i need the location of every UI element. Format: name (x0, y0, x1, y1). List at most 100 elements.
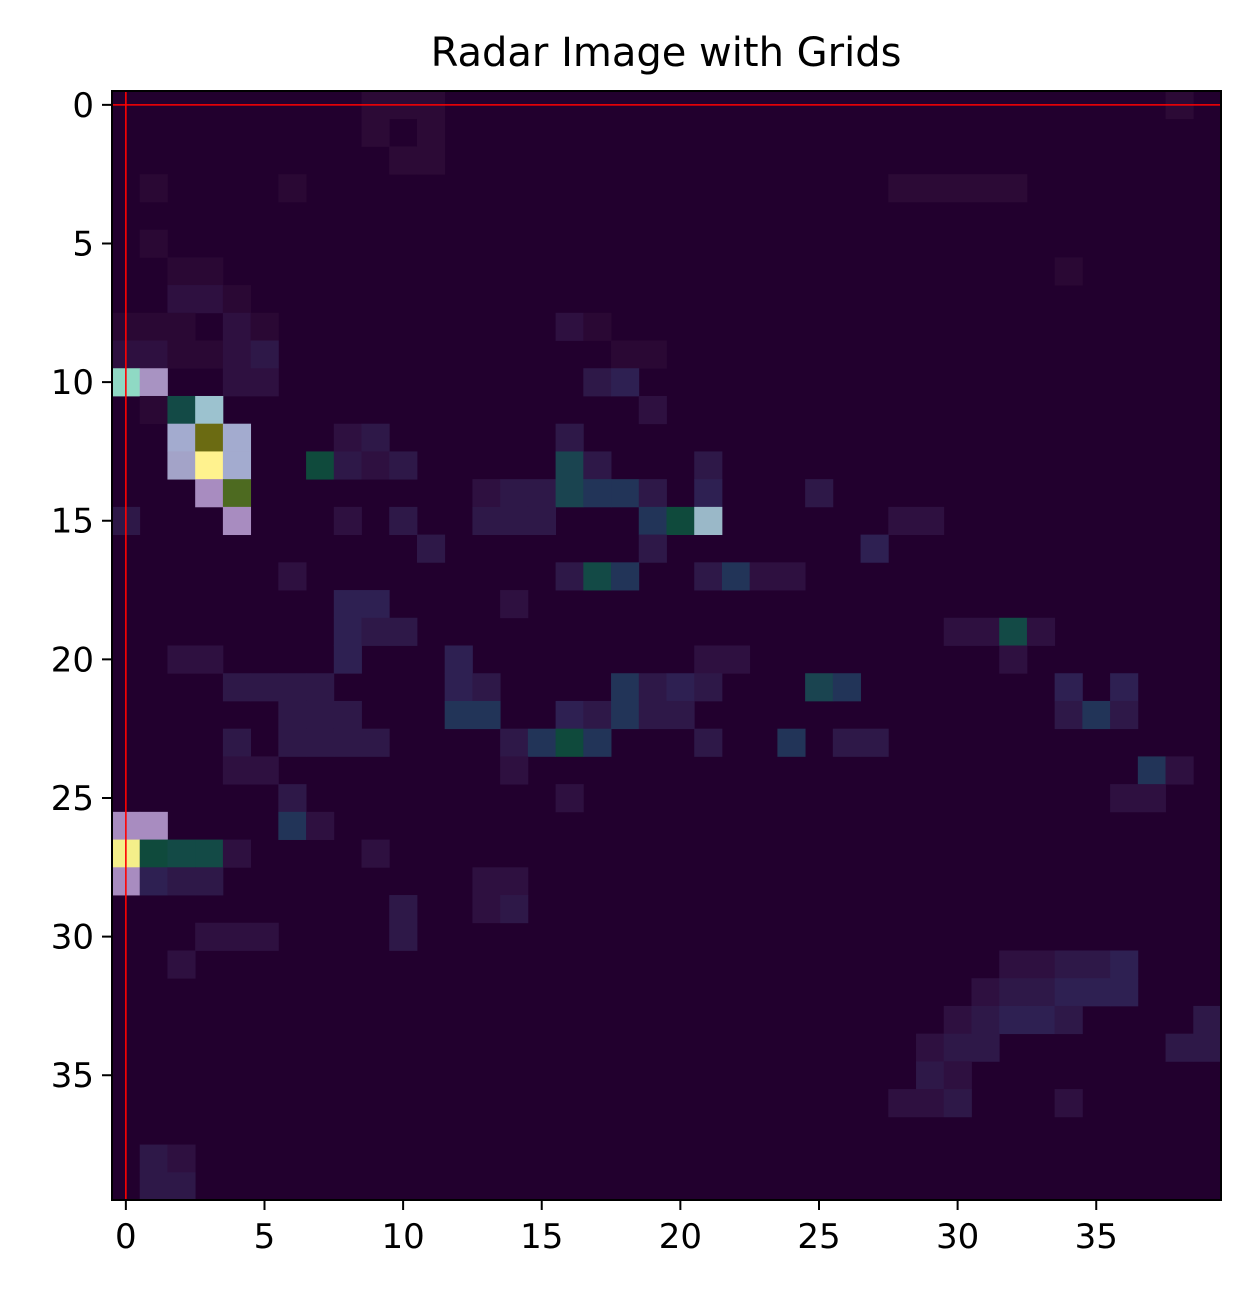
heatmap-cell (555, 784, 584, 813)
heatmap-cell (638, 506, 667, 536)
heatmap-cell (888, 506, 917, 536)
heatmap-cell (333, 728, 362, 757)
grid-lines (112, 91, 1221, 1200)
x-axis-ticks: 0 5 10 15 20 25 30 35 (115, 1200, 1118, 1257)
heatmap-cell (916, 1089, 945, 1118)
heatmap-cell (832, 728, 861, 757)
heatmap-cell (860, 728, 889, 757)
heatmap-cell (694, 673, 723, 702)
heatmap-cell (694, 562, 723, 591)
heatmap-cell (832, 673, 861, 702)
heatmap-cell (888, 1089, 917, 1118)
heatmap-cell (943, 1005, 972, 1035)
chart-title: Radar Image with Grids (431, 30, 902, 76)
y-tick-label: 30 (51, 918, 94, 958)
heatmap-cell (638, 479, 667, 508)
heatmap-cell (250, 340, 279, 369)
heatmap-cell (167, 340, 196, 369)
heatmap-cell (1026, 950, 1056, 979)
heatmap-cell (250, 922, 279, 951)
heatmap-cell (943, 1089, 972, 1118)
heatmap-cell (500, 895, 529, 924)
heatmap-cell (721, 645, 751, 674)
heatmap-cell (500, 756, 529, 785)
heatmap-cells (112, 91, 1222, 1201)
heatmap-cell (222, 922, 252, 951)
heatmap-cell (167, 395, 196, 425)
heatmap-cell (500, 590, 529, 619)
heatmap-cell (1054, 1005, 1083, 1035)
heatmap-cell (333, 423, 362, 452)
y-tick-label: 25 (51, 779, 94, 819)
heatmap-cell (638, 673, 667, 702)
heatmap-cell (195, 479, 224, 508)
heatmap-cell (361, 728, 390, 757)
heatmap-cell (139, 368, 168, 397)
heatmap-cell (860, 534, 889, 563)
heatmap-cell (583, 728, 612, 757)
heatmap-cell (721, 562, 751, 591)
heatmap-cell (361, 839, 390, 868)
y-tick-label: 15 (51, 502, 94, 542)
plot-frame (111, 90, 1222, 1201)
heatmap-cell (472, 867, 501, 896)
heatmap-cell (139, 174, 168, 203)
x-tick-label: 0 (115, 1217, 137, 1257)
heatmap-cell (416, 534, 446, 563)
heatmap-cell (583, 368, 612, 397)
heatmap-cell (1026, 617, 1056, 646)
heatmap-cell (472, 506, 501, 536)
heatmap-cell (555, 562, 584, 591)
heatmap-cell (916, 174, 945, 203)
heatmap-cell (389, 617, 418, 646)
heatmap-cell (250, 312, 279, 341)
heatmap-cell (1054, 257, 1083, 286)
heatmap-cell (167, 1144, 196, 1173)
heatmap-cell (555, 728, 584, 757)
heatmap-cell (1026, 1005, 1056, 1035)
heatmap-cell (527, 728, 557, 757)
heatmap-cell (278, 728, 307, 757)
heatmap-cell (1137, 756, 1166, 785)
heatmap-cell (167, 839, 196, 868)
heatmap-cell (1110, 700, 1139, 730)
heatmap-cell (222, 285, 252, 314)
heatmap-cell (167, 1172, 196, 1201)
heatmap-cell (999, 174, 1028, 203)
heatmap-cell (416, 146, 446, 175)
heatmap-cell (139, 1172, 168, 1201)
heatmap-cell (999, 1005, 1028, 1035)
heatmap-cell (1165, 756, 1194, 785)
heatmap-cell (694, 645, 723, 674)
heatmap-cell (527, 506, 557, 536)
heatmap-cell (1082, 700, 1111, 730)
heatmap-cell (916, 506, 945, 536)
heatmap-cell (943, 1033, 972, 1062)
heatmap-cell (250, 673, 279, 702)
heatmap-cell (777, 562, 806, 591)
heatmap-cell (139, 867, 168, 896)
x-tick-label: 10 (381, 1217, 424, 1257)
heatmap-cell (611, 700, 640, 730)
heatmap-cell (472, 700, 501, 730)
heatmap-cell (555, 423, 584, 452)
heatmap-cell (971, 978, 1000, 1007)
heatmap-cell (167, 867, 196, 896)
heatmap-cell (333, 590, 362, 619)
heatmap-cell (333, 506, 362, 536)
heatmap-cell (1054, 978, 1083, 1007)
heatmap-cell (195, 645, 224, 674)
heatmap-cell (306, 451, 335, 480)
x-tick-label: 30 (936, 1217, 979, 1257)
heatmap-cell (1193, 1005, 1222, 1035)
heatmap-cell (1054, 673, 1083, 702)
heatmap-cell (139, 811, 168, 840)
heatmap-cell (583, 700, 612, 730)
heatmap-cell (195, 839, 224, 868)
heatmap-cell (1082, 950, 1111, 979)
heatmap-cell (1193, 1033, 1222, 1062)
heatmap-cell (943, 174, 972, 203)
y-axis-ticks: 0 5 10 15 20 25 30 35 (51, 86, 112, 1096)
heatmap-cell (583, 479, 612, 508)
heatmap-cell (167, 257, 196, 286)
